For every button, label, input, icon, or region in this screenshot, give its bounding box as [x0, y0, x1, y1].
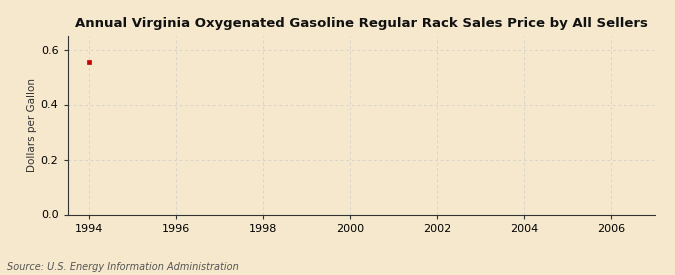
Title: Annual Virginia Oxygenated Gasoline Regular Rack Sales Price by All Sellers: Annual Virginia Oxygenated Gasoline Regu… — [75, 17, 647, 31]
Y-axis label: Dollars per Gallon: Dollars per Gallon — [26, 78, 36, 172]
Text: Source: U.S. Energy Information Administration: Source: U.S. Energy Information Administ… — [7, 262, 238, 272]
